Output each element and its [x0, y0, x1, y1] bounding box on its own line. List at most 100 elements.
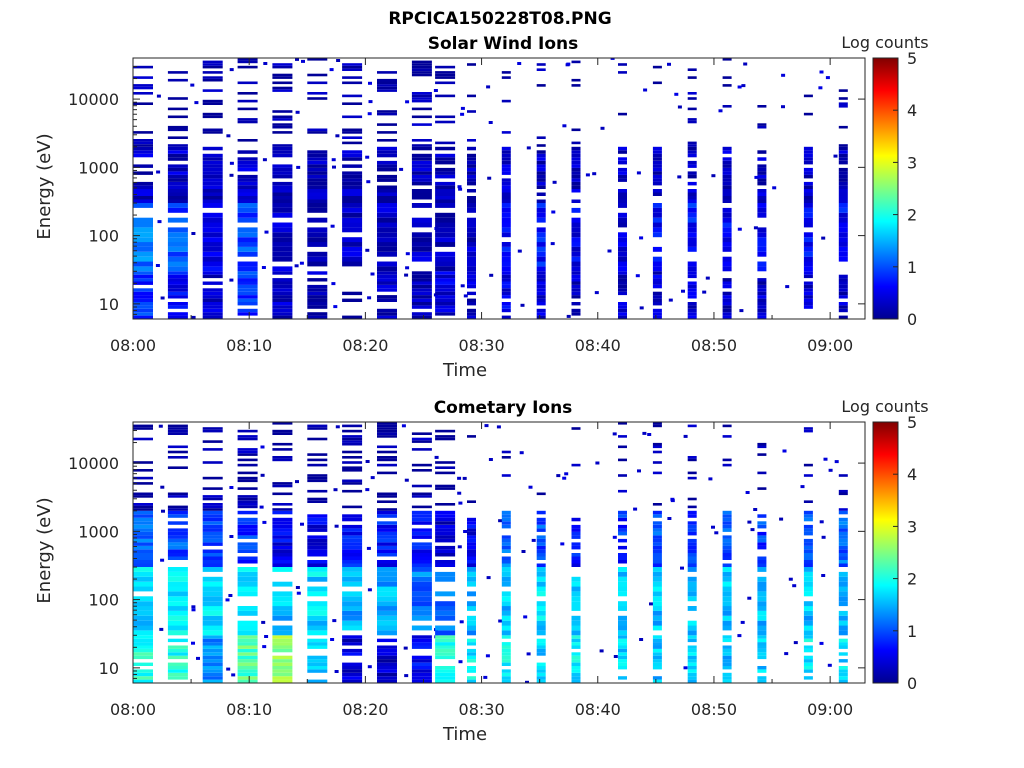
heatmap-cell [435, 521, 456, 525]
heatmap-cell [501, 196, 511, 200]
heatmap-cell [133, 246, 153, 252]
heatmap-cell [237, 610, 258, 616]
heatmap-cell [237, 487, 258, 490]
heatmap-cell [377, 112, 397, 116]
heatmap-cell [411, 278, 432, 282]
heatmap-cell [652, 207, 662, 213]
heatmap-cell [202, 630, 223, 636]
heatmap-cell [757, 538, 767, 543]
heatmap-cell [652, 615, 662, 621]
heatmap-cell [435, 679, 456, 683]
heatmap-cell [501, 655, 511, 660]
heatmap-cell [237, 189, 258, 193]
heatmap-cell [167, 492, 188, 496]
heatmap-cell [618, 242, 627, 247]
heatmap-cell [435, 232, 456, 238]
heatmap-cell [687, 567, 697, 572]
heatmap-cell [838, 150, 848, 154]
sparse-point [194, 101, 199, 105]
heatmap-cell [411, 146, 432, 151]
heatmap-cell [757, 212, 767, 218]
heatmap-cell [803, 538, 813, 543]
heatmap-cell [307, 497, 328, 501]
sparse-point [462, 476, 467, 480]
heatmap-cell [133, 256, 153, 262]
sparse-point [819, 70, 824, 74]
heatmap-cell [342, 227, 363, 233]
sparse-point [607, 249, 612, 253]
heatmap-cell [167, 295, 188, 299]
sparse-point [191, 605, 196, 609]
heatmap-cell [571, 251, 581, 257]
heatmap-cell [167, 586, 188, 592]
colorbar [872, 421, 899, 684]
heatmap-cell [167, 207, 188, 213]
axes-frame [132, 57, 866, 320]
heatmap-cell [167, 508, 188, 511]
heatmap-cell [133, 514, 153, 518]
heatmap-cell [167, 542, 188, 546]
sparse-point [260, 445, 265, 449]
heatmap-cell [411, 517, 432, 522]
heatmap-cell [307, 207, 328, 213]
heatmap-cell [467, 528, 476, 532]
heatmap-cell [307, 514, 328, 518]
heatmap-cell [536, 199, 546, 203]
heatmap-cell [838, 556, 848, 560]
panel-1: 08:00 08:10 08:20 08:30 08:40 08:50 09:0010100… [34, 33, 929, 381]
heatmap-cell [467, 524, 476, 529]
heatmap-cell [133, 308, 153, 313]
heatmap-cell [652, 298, 662, 302]
heatmap-cell [237, 181, 258, 186]
heatmap-cell [377, 139, 397, 142]
sparse-point [329, 68, 334, 72]
heatmap-cell [133, 291, 153, 296]
colorbar-tick-label: 2 [907, 206, 917, 225]
heatmap-cell [652, 596, 662, 602]
heatmap-cell [722, 567, 732, 572]
heatmap-cell [501, 510, 511, 515]
heatmap-cell [342, 625, 363, 631]
heatmap-cell [687, 638, 697, 643]
heatmap-cell [652, 638, 662, 643]
heatmap-cell [377, 606, 397, 611]
heatmap-cell [377, 630, 397, 636]
heatmap-cell [467, 94, 476, 98]
heatmap-cell [167, 576, 188, 582]
heatmap-cell [133, 556, 153, 560]
heatmap-cell [571, 160, 581, 165]
heatmap-cell [411, 284, 432, 289]
heatmap-cell [272, 131, 293, 134]
sparse-point [488, 458, 493, 461]
heatmap-cell [571, 261, 581, 267]
heatmap-cell [237, 242, 258, 247]
heatmap-cell [722, 76, 732, 79]
heatmap-cell [803, 157, 813, 161]
heatmap-cell [467, 199, 476, 203]
heatmap-cell [501, 227, 511, 233]
heatmap-cell [342, 217, 363, 223]
heatmap-cell [536, 542, 546, 546]
heatmap-cell [377, 571, 397, 577]
heatmap-cell [536, 645, 546, 649]
heatmap-cell [133, 521, 153, 525]
heatmap-cell [435, 676, 456, 680]
heatmap-cell [377, 185, 397, 189]
heatmap-cell [652, 662, 662, 666]
heatmap-cell [618, 237, 627, 243]
heatmap-cell [202, 295, 223, 299]
heatmap-cell [571, 545, 581, 550]
heatmap-cell [272, 298, 293, 302]
heatmap-cell [757, 150, 767, 154]
heatmap-cell [722, 227, 732, 233]
heatmap-cell [618, 251, 627, 257]
heatmap-cell [722, 638, 732, 643]
heatmap-cell [618, 662, 627, 666]
heatmap-cell [618, 315, 627, 319]
heatmap-cell [411, 315, 432, 319]
heatmap-cell [652, 553, 662, 557]
heatmap-cell [342, 424, 363, 428]
heatmap-cell [377, 601, 397, 607]
heatmap-cell [307, 92, 328, 95]
heatmap-cell [652, 652, 662, 656]
